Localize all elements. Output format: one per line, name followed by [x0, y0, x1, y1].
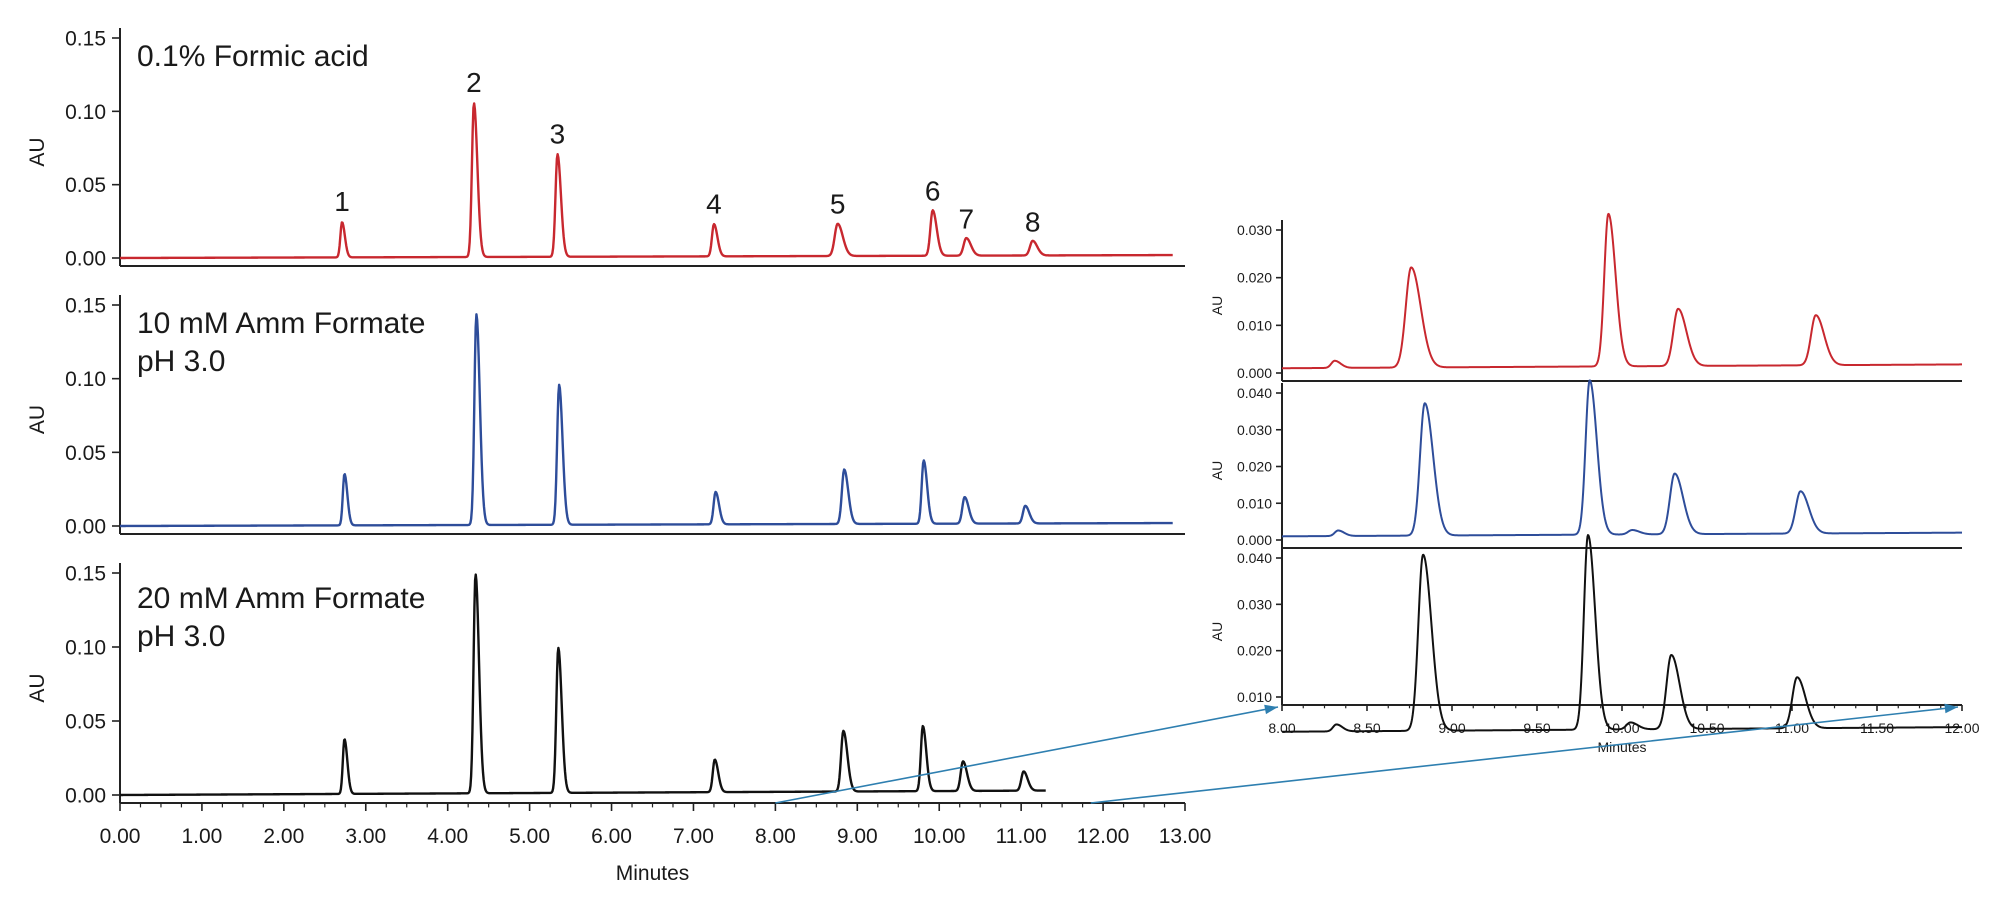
main-2-panel: 0.15 0.10 0.05 0.00 AU 10 mM Amm Formate pH 3.…	[26, 295, 1185, 539]
main-3-y-axis-label: AU	[26, 673, 49, 702]
main-2-title: 10 mM Amm Formate	[137, 307, 425, 340]
zoom-1-trace-line	[1281, 212, 1963, 370]
main-3-x-tick-label: 13.00	[1159, 825, 1212, 848]
main-3-x-tick-label: 12.00	[1077, 825, 1130, 848]
zoom-3-x-tick-label: 8.00	[1268, 720, 1295, 736]
main-3-y-tick-label: 0.10	[65, 637, 106, 660]
main-3-x-tick-label: 10.00	[913, 825, 966, 848]
main-3-trace-line	[119, 573, 1047, 797]
zoom-1-y-tick-label: 0.030	[1237, 222, 1272, 238]
main-3-subtitle: pH 3.0	[137, 620, 225, 653]
main-3-x-tick-label: 4.00	[427, 825, 468, 848]
zoom-arrows	[775, 703, 1959, 804]
main-2-y-tick-label: 0.10	[65, 368, 106, 391]
main-3-x-tick-label: 9.00	[837, 825, 878, 848]
zoom-arrow-head-2	[1944, 703, 1958, 714]
zoom-arrow-head-1	[1264, 704, 1278, 715]
main-3-x-tick-label: 5.00	[509, 825, 550, 848]
zoom-2-y-tick-label: 0.030	[1237, 422, 1272, 438]
zoom-3-x-tick-label: 9.00	[1438, 720, 1465, 736]
zoom-arrow-line-2	[1090, 706, 1959, 804]
zoom-2-y-axis-label: AU	[1209, 461, 1225, 480]
zoom-3-x-tick-label: 9.50	[1523, 720, 1550, 736]
main-3-x-tick-label: 3.00	[345, 825, 386, 848]
main-3-x-tick-label: 1.00	[181, 825, 222, 848]
zoom-2-trace-line	[1281, 379, 1963, 538]
main-2-y-tick-label: 0.15	[65, 295, 106, 318]
zoom-3-trace-line	[1281, 534, 1963, 733]
main-3-y-tick-label: 0.00	[65, 785, 106, 808]
main-3-panel: 0.15 0.10 0.05 0.00 AU 0.00 1.00 2.00 3.00 4.00 5.…	[26, 563, 1211, 885]
zoom-1-y-axis-label: AU	[1209, 296, 1225, 315]
main-3-x-tick-label: 6.00	[591, 825, 632, 848]
main-1-peak-label-8: 8	[1025, 206, 1041, 237]
main-1-peak-label-7: 7	[958, 203, 974, 234]
main-1-y-axis-label: AU	[26, 137, 49, 166]
main-1-peak-label-1: 1	[334, 186, 350, 217]
zoom-3-y-tick-label: 0.010	[1237, 689, 1272, 705]
main-1-y-tick-label: 0.10	[65, 101, 106, 124]
main-1-trace-line	[119, 102, 1174, 260]
zoom-3-y-tick-label: 0.020	[1237, 643, 1272, 659]
main-1-peak-label-2: 2	[466, 67, 482, 98]
main-3-x-tick-label: 11.00	[996, 825, 1047, 848]
main-1-y-tick-label: 0.00	[65, 248, 106, 271]
main-1-peak-label-3: 3	[550, 118, 566, 149]
main-3-y-tick-label: 0.05	[65, 711, 106, 734]
main-1-peak-label-4: 4	[706, 189, 722, 220]
main-3-x-tick-label: 8.00	[755, 825, 796, 848]
zoom-1-panel: 0.030 0.020 0.010 0.000 AU	[1209, 212, 1963, 382]
zoom-2-panel: 0.040 0.030 0.020 0.010 0.000 AU	[1209, 379, 1963, 549]
zoom-arrow-line-1	[775, 706, 1279, 804]
main-3-y-tick-label: 0.15	[65, 563, 106, 586]
zoom-2-y-tick-label: 0.040	[1237, 385, 1272, 401]
zoom-3-y-tick-label: 0.040	[1237, 550, 1272, 566]
zoom-1-y-tick-label: 0.010	[1237, 317, 1272, 333]
main-2-y-axis-label: AU	[26, 405, 49, 434]
zoom-3-y-tick-label: 0.030	[1237, 596, 1272, 612]
main-1-peak-label-6: 6	[925, 176, 941, 207]
main-2-y-tick-label: 0.00	[65, 516, 106, 539]
zoom-3-x-tick-label: 12.00	[1944, 720, 1979, 736]
main-3-x-axis-label: Minutes	[616, 862, 690, 885]
main-1-panel: 0.15 0.10 0.05 0.00 AU 1 2 3 4 5 67 8 0.1% Formic ac…	[26, 28, 1185, 271]
main-2-subtitle: pH 3.0	[137, 345, 225, 378]
main-3-x-tick-label: 7.00	[673, 825, 714, 848]
main-1-peak-label-5: 5	[830, 189, 846, 220]
main-3-x-tick-label: 0.00	[100, 825, 141, 848]
main-2-y-tick-label: 0.05	[65, 442, 106, 465]
main-2-trace-line	[119, 313, 1174, 528]
main-1-y-tick-label: 0.15	[65, 28, 106, 51]
zoom-1-y-tick-label: 0.020	[1237, 270, 1272, 286]
zoom-2-y-tick-label: 0.020	[1237, 459, 1272, 475]
main-3-x-tick-label: 2.00	[263, 825, 304, 848]
zoom-2-y-tick-label: 0.000	[1237, 532, 1272, 548]
zoom-1-y-tick-label: 0.000	[1237, 365, 1272, 381]
main-1-y-tick-label: 0.05	[65, 174, 106, 197]
zoom-3-y-axis-label: AU	[1209, 622, 1225, 641]
zoom-3-x-tick-label: 8.50	[1353, 720, 1380, 736]
zoom-3-x-axis-label: Minutes	[1597, 739, 1646, 755]
main-1-title: 0.1% Formic acid	[137, 40, 369, 73]
main-3-title: 20 mM Amm Formate	[137, 582, 425, 615]
zoom-2-y-tick-label: 0.010	[1237, 495, 1272, 511]
